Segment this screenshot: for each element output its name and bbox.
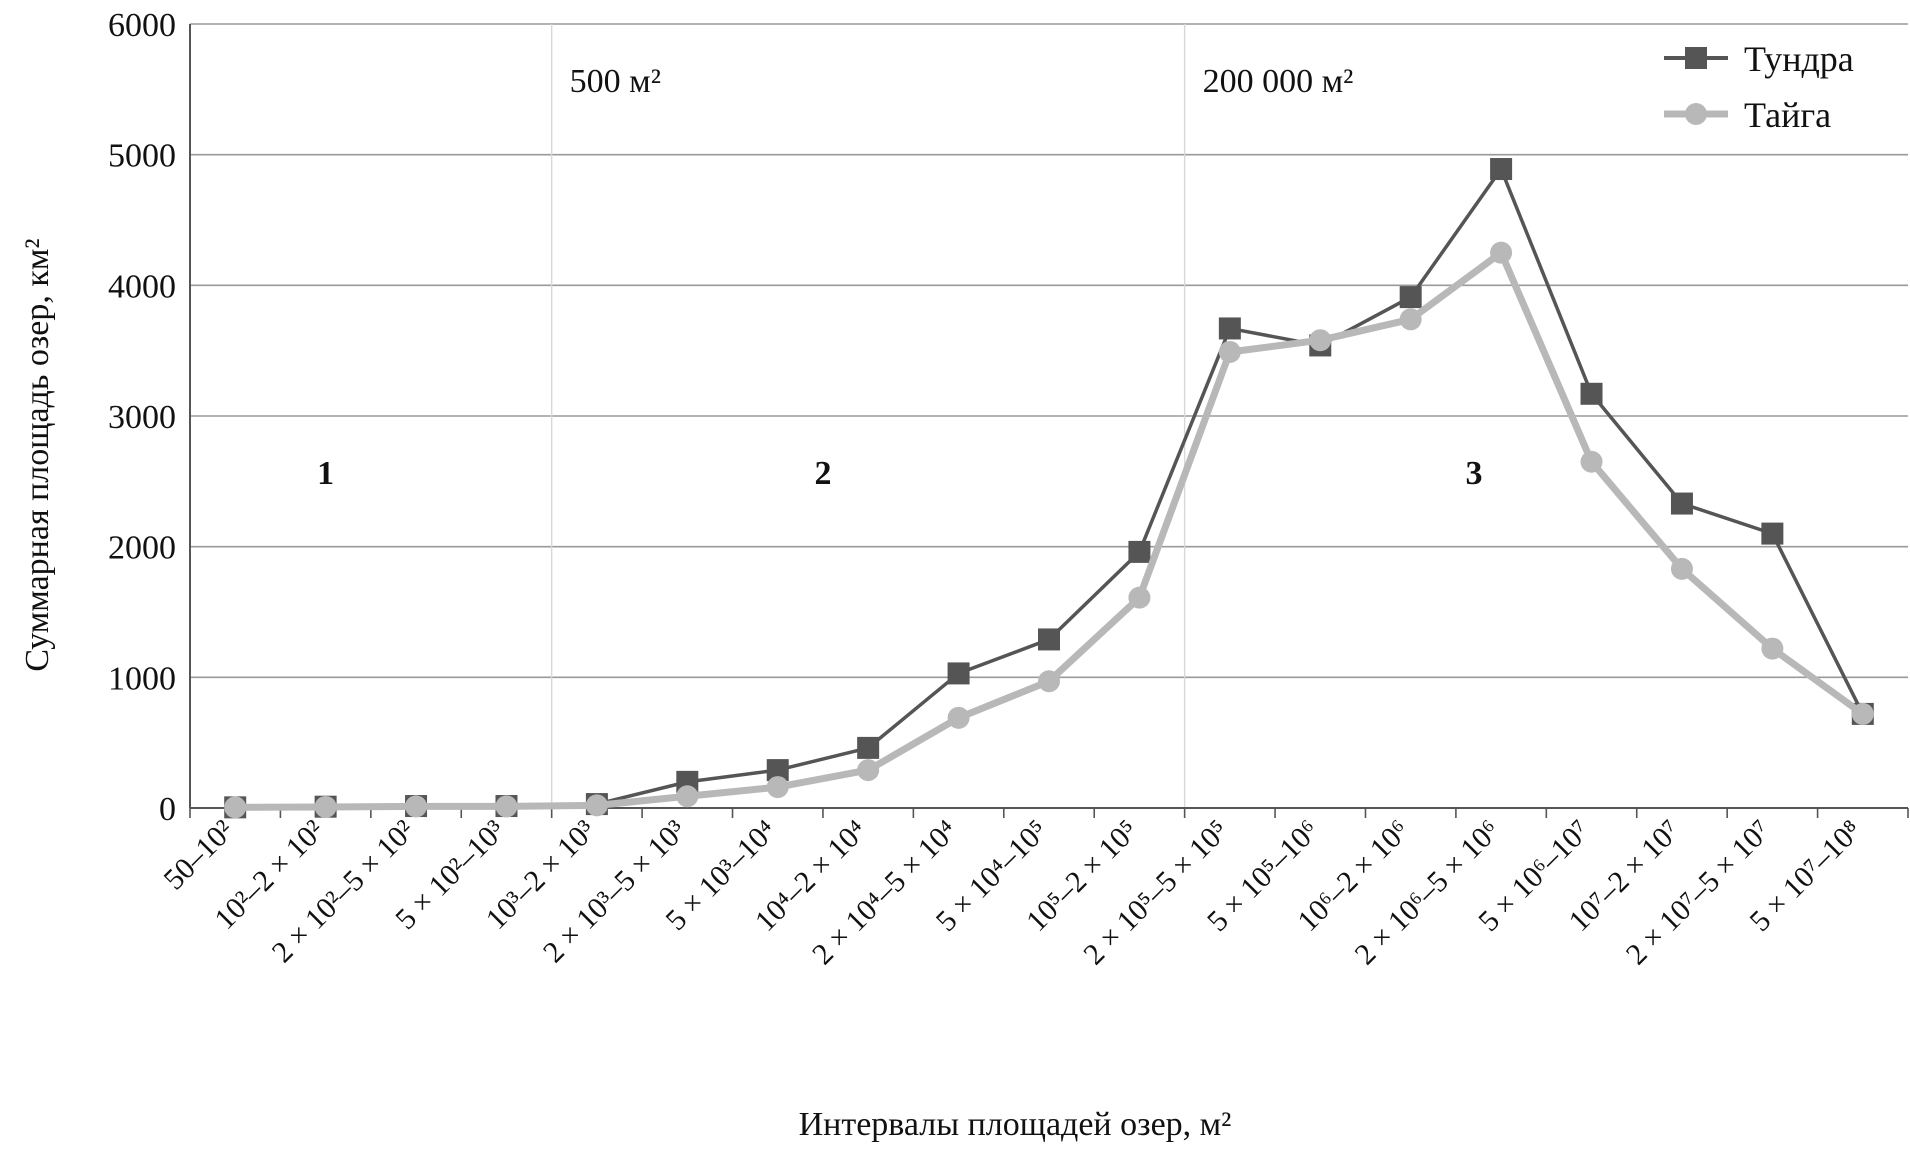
data-point-taiga: [1761, 637, 1784, 660]
legend-marker-taiga: [1685, 103, 1707, 125]
y-tick-label: 6000: [108, 7, 176, 44]
y-tick-label: 4000: [108, 268, 176, 305]
zone-label: 3: [1465, 455, 1482, 492]
data-point-tundra: [1128, 540, 1151, 563]
data-point-taiga: [947, 706, 970, 729]
data-point-taiga: [1670, 557, 1693, 580]
series-line-1: [235, 249, 1865, 811]
zone-label: 2: [814, 455, 831, 492]
data-point-taiga: [1851, 702, 1874, 725]
y-tick-label: 1000: [108, 660, 176, 697]
data-point-taiga: [314, 795, 337, 818]
legend-marker-tundra: [1685, 47, 1707, 69]
data-point-tundra: [857, 736, 880, 759]
data-point-taiga: [495, 795, 518, 818]
data-point-taiga: [766, 776, 789, 799]
data-point-taiga: [1038, 670, 1060, 693]
threshold-label: 200 000 м²: [1203, 63, 1354, 100]
series-line-0: [235, 167, 1865, 810]
data-point-tundra: [1670, 492, 1693, 515]
threshold-lines: 500 м² 200 000 м²: [550, 24, 1354, 808]
legend: Тундра Тайга: [1664, 39, 1854, 135]
legend-label: Тундра: [1744, 39, 1854, 79]
y-tick-label: 0: [159, 791, 176, 828]
y-axis-ticks: 0 1000 2000 3000 4000 5000 6000: [108, 7, 176, 828]
y-tick-label: 2000: [108, 530, 176, 567]
zone-label: 1: [317, 455, 334, 492]
data-point-taiga: [1309, 329, 1332, 352]
series-lines: [224, 158, 1874, 819]
data-point-tundra: [1580, 382, 1603, 405]
data-point-taiga: [676, 785, 699, 808]
data-point-tundra: [1218, 317, 1241, 340]
data-point-taiga: [405, 795, 428, 818]
gridlines: [190, 23, 1908, 679]
data-point-taiga: [585, 794, 608, 817]
data-point-taiga: [1580, 450, 1603, 473]
zone-labels: 1 2 3: [317, 455, 1482, 492]
y-axis-title: Суммарная площадь озер, км²: [19, 238, 56, 671]
data-point-taiga: [1399, 308, 1422, 331]
data-point-tundra: [1399, 286, 1422, 309]
data-point-tundra: [766, 759, 789, 782]
x-axis-title: Интервалы площадей озер, м²: [799, 1106, 1232, 1143]
y-tick-label: 5000: [108, 138, 176, 175]
y-tick-label: 3000: [108, 399, 176, 436]
threshold-label: 500 м²: [570, 63, 661, 100]
data-point-taiga: [1490, 241, 1513, 264]
data-point-taiga: [1128, 586, 1151, 609]
data-point-taiga: [857, 759, 880, 782]
data-point-taiga: [224, 796, 247, 819]
data-point-tundra: [947, 662, 970, 685]
legend-label: Тайга: [1744, 95, 1831, 135]
data-point-tundra: [1490, 158, 1513, 181]
data-point-tundra: [1038, 628, 1060, 651]
data-point-taiga: [1218, 340, 1241, 363]
data-point-tundra: [1761, 522, 1784, 545]
